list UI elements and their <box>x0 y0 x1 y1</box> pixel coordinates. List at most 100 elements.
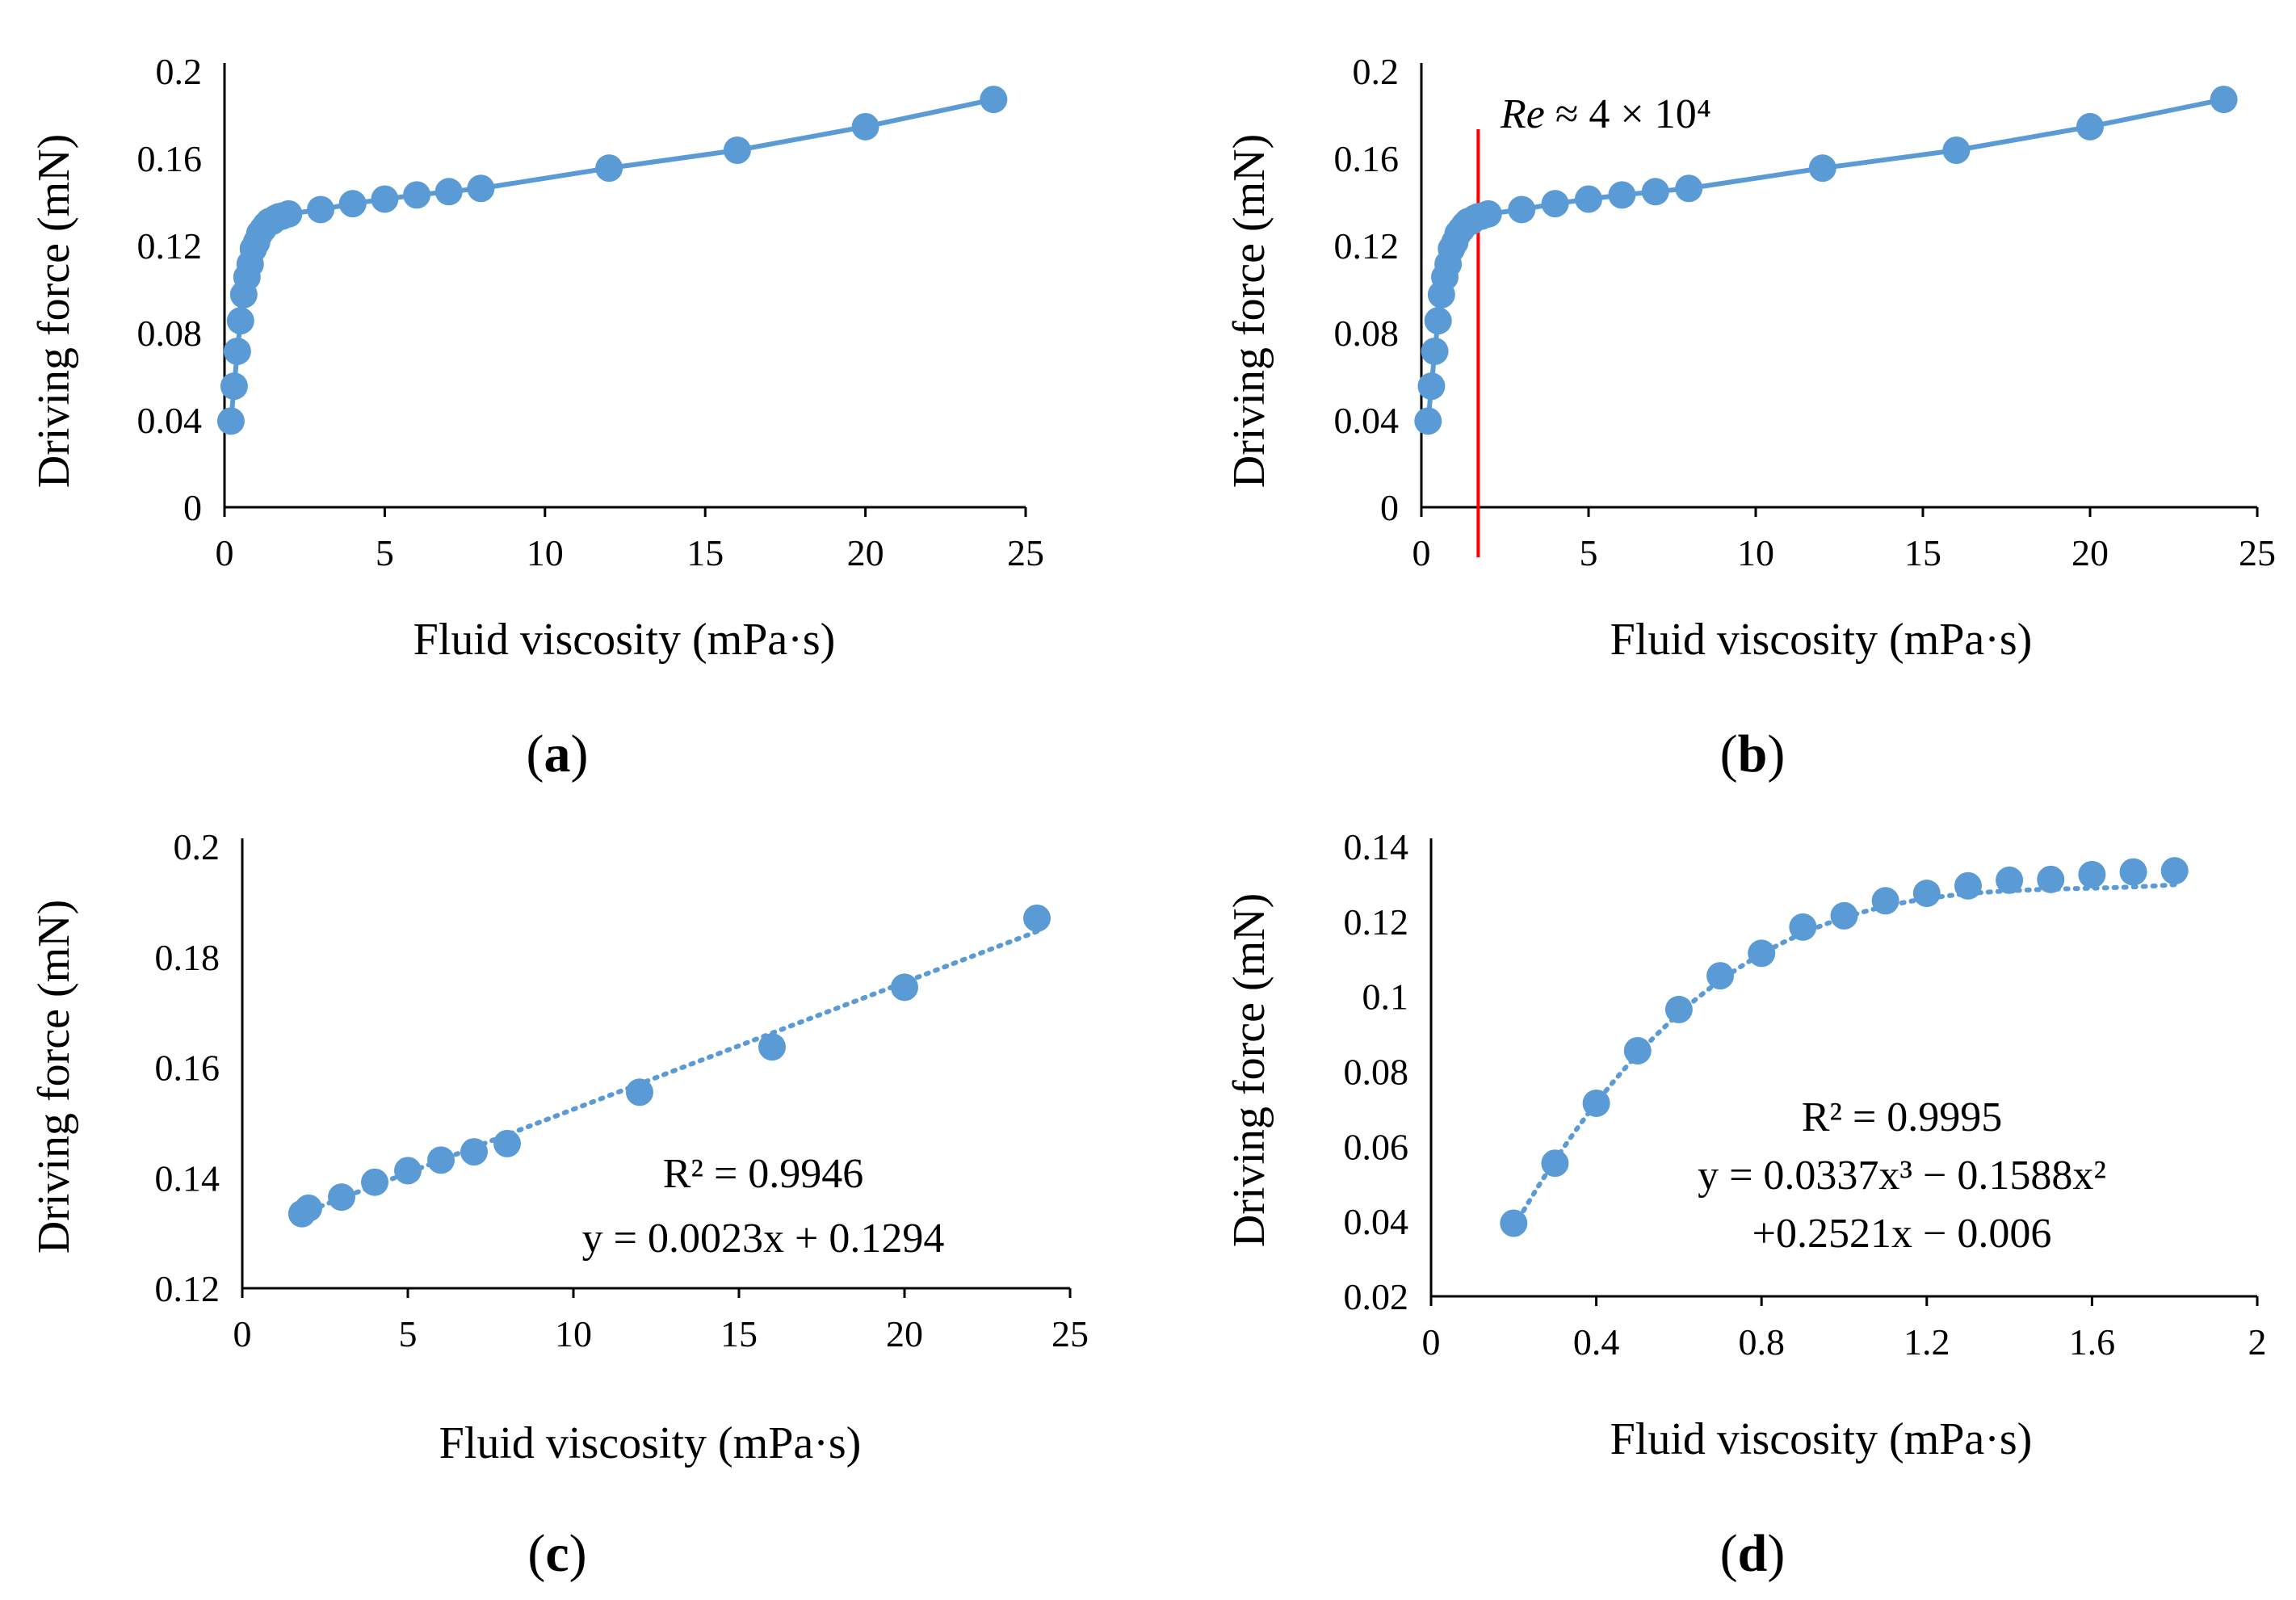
data-point <box>1608 181 1636 209</box>
data-point <box>295 1194 322 1222</box>
y-tick-label: 0 <box>1380 487 1399 528</box>
y-tick-label: 0.2 <box>1353 51 1400 92</box>
data-point <box>275 199 303 228</box>
y-tick-label: 0.1 <box>1362 976 1409 1018</box>
y-tick-label: 0 <box>183 487 202 528</box>
data-point <box>1541 1149 1569 1178</box>
data-point <box>595 154 623 183</box>
x-tick-label: 20 <box>886 1313 923 1354</box>
y-tick-label: 0.12 <box>1334 225 1400 267</box>
y-tick-label: 0.08 <box>137 313 203 354</box>
y-tick-label: 0.16 <box>137 138 203 179</box>
panel-c-ylabel: Driving force (mN) <box>29 900 79 1254</box>
panel-c-equation: y = 0.0023x + 0.1294 <box>582 1216 945 1262</box>
series-line <box>1425 97 2225 422</box>
data-point <box>723 136 751 165</box>
data-point <box>1575 185 1602 213</box>
data-point <box>1942 136 1971 165</box>
data-point <box>1582 1089 1610 1117</box>
x-tick-label: 20 <box>847 532 884 573</box>
x-tick-label: 0 <box>233 1313 252 1354</box>
x-tick-label: 15 <box>686 532 724 573</box>
panel-b-ylabel: Driving force (mN) <box>1224 134 1274 489</box>
data-point <box>1808 154 1836 183</box>
data-point <box>1500 1209 1528 1237</box>
x-tick-label: 10 <box>1737 532 1774 573</box>
data-point <box>2210 86 2238 114</box>
panel-b-reynolds-value: ≈ 4 × 10⁴ <box>1545 91 1711 137</box>
data-point <box>216 407 245 435</box>
data-point <box>1541 190 1569 218</box>
x-tick-label: 20 <box>2071 532 2109 573</box>
panel-d-equation-line1: y = 0.0337x³ − 0.1588x² <box>1698 1153 2106 1199</box>
x-tick-label: 5 <box>376 532 394 573</box>
panel-a-ylabel: Driving force (mN) <box>29 134 79 489</box>
data-point <box>1414 407 1442 435</box>
panel-c-caption: (c) <box>527 1524 586 1583</box>
data-point <box>226 307 254 335</box>
y-tick-label: 0.18 <box>155 937 220 978</box>
x-tick-label: 1.6 <box>2069 1321 2116 1363</box>
data-point <box>1417 372 1446 401</box>
y-tick-label: 0.04 <box>137 400 203 441</box>
panel-b-reynolds-symbol: Re <box>1500 91 1545 137</box>
data-point <box>1748 939 1776 968</box>
panel-a-xlabel: Fluid viscosity (mPa·s) <box>413 615 836 665</box>
x-tick-label: 25 <box>1007 532 1044 573</box>
y-tick-label: 0.16 <box>1334 138 1400 179</box>
data-point <box>851 112 879 141</box>
x-tick-label: 25 <box>1051 1313 1089 1354</box>
x-tick-label: 1.2 <box>1904 1321 1950 1363</box>
data-point <box>2078 860 2106 888</box>
panel-b-reynolds-annotation: Re ≈ 4 × 10⁴ <box>1500 91 1711 137</box>
y-tick-label: 0.16 <box>155 1048 220 1089</box>
data-point <box>467 174 495 203</box>
y-tick-label: 0.06 <box>1344 1126 1409 1167</box>
panel-d-r2: R² = 0.9995 <box>1802 1094 2003 1140</box>
y-tick-label: 0.12 <box>1344 901 1409 943</box>
data-point <box>1474 199 1502 228</box>
data-point <box>460 1138 488 1166</box>
data-point <box>1789 913 1817 941</box>
x-tick-label: 15 <box>1904 532 1941 573</box>
x-tick-label: 15 <box>720 1313 758 1354</box>
data-point <box>338 190 367 218</box>
data-point <box>1996 866 2024 894</box>
data-point <box>1664 995 1693 1023</box>
panel-d-ylabel: Driving force (mN) <box>1224 893 1274 1248</box>
y-tick-label: 0.14 <box>155 1157 220 1199</box>
data-point <box>403 181 431 209</box>
y-tick-label: 0.04 <box>1344 1201 1409 1242</box>
x-tick-label: 0 <box>1422 1321 1441 1363</box>
data-point <box>493 1129 521 1157</box>
data-point <box>371 185 399 213</box>
data-point <box>1421 337 1449 365</box>
data-point <box>1424 307 1452 335</box>
data-point <box>427 1146 455 1174</box>
panel-d: Driving force (mN) Fluid viscosity (mPa·… <box>1224 826 2267 1583</box>
panel-c: Driving force (mN) Fluid viscosity (mPa·… <box>29 826 1089 1583</box>
panel-b-caption: (b) <box>1720 724 1786 783</box>
x-tick-label: 2 <box>2248 1321 2267 1363</box>
panel-d-xlabel: Fluid viscosity (mPa·s) <box>1610 1414 2033 1464</box>
panel-c-xlabel: Fluid viscosity (mPa·s) <box>439 1418 862 1468</box>
y-tick-label: 0.04 <box>1334 400 1400 441</box>
panel-a: Driving force (mN) Fluid viscosity (mPa·… <box>29 51 1044 783</box>
data-point <box>1912 880 1941 908</box>
data-point <box>361 1168 388 1196</box>
data-point <box>223 337 251 365</box>
x-tick-label: 25 <box>2239 532 2276 573</box>
data-point <box>1641 178 1669 206</box>
data-point <box>2037 865 2065 893</box>
panel-a-caption: (a) <box>527 724 589 783</box>
data-point <box>1675 174 1703 203</box>
data-point <box>1871 887 1899 915</box>
x-tick-label: 0.4 <box>1573 1321 1620 1363</box>
data-point <box>1830 901 1858 930</box>
data-point <box>980 86 1008 114</box>
panel-b-xlabel: Fluid viscosity (mPa·s) <box>1610 615 2033 665</box>
series-line <box>228 97 994 422</box>
data-point <box>891 973 918 1002</box>
data-point <box>626 1078 653 1107</box>
